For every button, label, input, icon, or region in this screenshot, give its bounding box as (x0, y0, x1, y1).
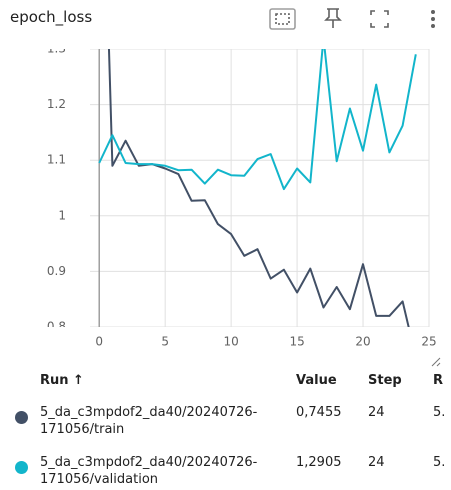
fullscreen-button[interactable] (370, 10, 389, 28)
fit-button[interactable] (269, 8, 296, 30)
x-tick-label: 10 (223, 335, 238, 349)
legend-swatch (15, 461, 28, 474)
y-tick-label: 1 (58, 208, 66, 222)
run-value: 1,2905 (296, 455, 342, 470)
run-step: 24 (368, 455, 385, 470)
run-relative: 5. (433, 455, 446, 470)
y-tick-label: 0.9 (47, 264, 66, 278)
y-tick-label: 1.2 (47, 97, 66, 111)
step-header: Step (368, 373, 402, 388)
run-relative: 5. (433, 405, 446, 420)
resize-handle[interactable] (431, 357, 441, 367)
relative-header: R (433, 373, 444, 388)
x-tick-label: 20 (355, 335, 370, 349)
run-header[interactable]: Run ↑ (40, 373, 84, 388)
chart: 0.8 0.9 1 1.1 1.2 1.3 0 5 10 15 20 25 (47, 8, 441, 367)
y-tick-label: 1.3 (47, 42, 66, 56)
run-value: 0,7455 (296, 405, 342, 420)
toolbar (269, 8, 441, 367)
run-name: 5_da_c3mpdof2_da40/20240726-171056/train (40, 405, 258, 437)
y-tick-label: 1.1 (47, 153, 66, 167)
x-tick-label: 25 (421, 335, 436, 349)
legend-swatch (15, 411, 28, 424)
run-step: 24 (368, 405, 385, 420)
run-name: 5_da_c3mpdof2_da40/20240726-171056/valid… (40, 455, 258, 487)
y-tick-label: 0.8 (47, 320, 66, 334)
pin-button[interactable] (324, 8, 342, 28)
value-header: Value (296, 373, 337, 388)
x-tick-label: 15 (289, 335, 304, 349)
fit-icon (275, 13, 290, 25)
chart-title: epoch_loss (10, 8, 93, 26)
x-tick-label: 5 (161, 335, 169, 349)
x-tick-label: 0 (95, 335, 103, 349)
series-line (98, 49, 417, 191)
menu-button[interactable] (431, 10, 435, 28)
series-line (107, 49, 410, 327)
